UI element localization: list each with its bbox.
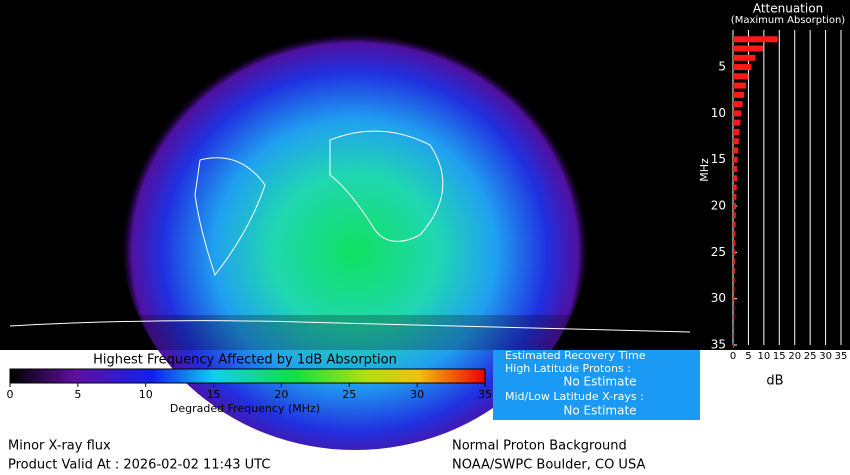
bar: [733, 193, 737, 200]
absorption-area: [120, 10, 590, 450]
y-tick-label: 20: [711, 199, 726, 213]
recovery-title: Estimated Recovery Time: [505, 349, 646, 362]
footer-text: NOAA/SWPC Boulder, CO USA: [452, 458, 645, 473]
map-shade: [10, 315, 690, 350]
x-axis-label: dB: [766, 374, 783, 389]
bar: [733, 221, 736, 228]
y-tick-label: 5: [718, 60, 726, 74]
footer-text: Product Valid At : 2026-02-02 11:43 UTC: [8, 458, 270, 473]
colorbar-tick-label: 35: [478, 388, 492, 401]
bar: [733, 138, 739, 145]
bar: [733, 128, 740, 135]
chart-title: Attenuation: [753, 2, 823, 16]
colorbar: [9, 368, 486, 384]
colorbar-tick-label: 20: [274, 388, 288, 401]
bar: [733, 147, 739, 154]
bar: [733, 342, 735, 348]
bar: [733, 267, 735, 274]
recovery-label: High Latitude Protons :: [505, 362, 631, 375]
x-tick-label: 35: [835, 351, 848, 362]
bar: [733, 203, 737, 210]
x-tick-label: 30: [819, 351, 832, 362]
colorbar-title: Highest Frequency Affected by 1dB Absorp…: [93, 353, 397, 368]
colorbar-tick-label: 15: [207, 388, 221, 401]
coastline: [9, 320, 691, 333]
bar: [733, 323, 735, 330]
bar: [733, 119, 741, 126]
colorbar-tick-label: 25: [342, 388, 356, 401]
bar: [733, 286, 735, 293]
x-tick-label: 20: [788, 351, 801, 362]
y-tick-label: 35: [711, 338, 726, 352]
x-tick-label: 15: [773, 351, 786, 362]
bar: [733, 101, 743, 108]
coastline: [329, 130, 444, 242]
bar: [733, 54, 756, 61]
bar: [733, 249, 736, 256]
colorbar-tick-label: 30: [410, 388, 424, 401]
bar: [733, 64, 752, 71]
bar: [733, 332, 735, 339]
bar: [733, 45, 764, 52]
colorbar-tick-label: 10: [139, 388, 153, 401]
bar: [733, 295, 735, 302]
y-tick-label: 30: [711, 291, 726, 305]
bar: [733, 175, 738, 182]
recovery-label: Mid/Low Latitude X-rays :: [505, 390, 644, 403]
y-tick-label: 10: [711, 106, 726, 120]
y-axis-label: MHz: [698, 158, 711, 182]
x-tick-label: 5: [745, 351, 751, 362]
colorbar-label: Degraded Frequency (MHz): [170, 402, 320, 415]
bar: [733, 91, 745, 98]
y-tick-label: 15: [711, 152, 726, 166]
colorbar-tick-label: 5: [74, 388, 81, 401]
footer-text: Minor X-ray flux: [8, 439, 111, 454]
footer-text: Normal Proton Background: [452, 439, 627, 454]
bar: [733, 212, 736, 219]
colorbar-tick-label: 0: [7, 388, 14, 401]
bar: [733, 82, 746, 89]
x-tick-label: 25: [804, 351, 817, 362]
bar: [733, 36, 778, 43]
bar: [733, 304, 735, 311]
bar: [733, 230, 736, 237]
recovery-value: No Estimate: [563, 375, 636, 389]
y-tick-label: 25: [711, 245, 726, 259]
recovery-value: No Estimate: [563, 404, 636, 418]
bar: [733, 184, 737, 191]
chart-subtitle: (Maximum Absorption): [731, 15, 845, 26]
bar: [733, 110, 742, 117]
bar: [733, 314, 735, 321]
recovery-box: [493, 350, 700, 420]
x-tick-label: 0: [730, 351, 736, 362]
bar: [733, 277, 735, 284]
bar: [733, 240, 736, 247]
bar: [733, 156, 738, 163]
bar: [733, 165, 738, 172]
x-tick-label: 10: [757, 351, 770, 362]
coastline: [194, 157, 266, 277]
bar: [733, 258, 736, 265]
bar: [733, 73, 749, 80]
